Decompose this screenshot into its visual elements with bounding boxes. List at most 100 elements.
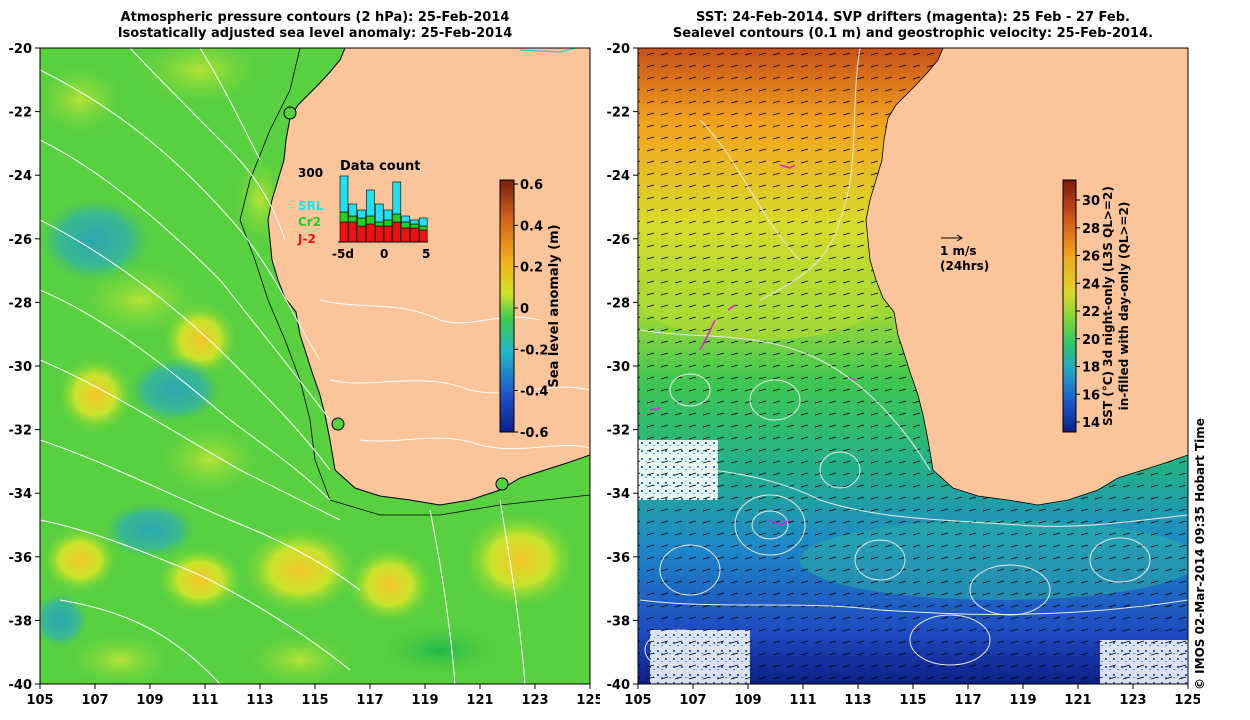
sla-colorbar-label: Sea level anomaly (m)	[547, 224, 562, 387]
scale-arrow-label: 1 m/s	[940, 244, 977, 258]
scale-arrow-sub: (24hrs)	[940, 259, 989, 273]
right-ytick-label: -32	[607, 424, 631, 439]
left-ytick-label: -20	[9, 42, 33, 57]
colorbar-tick-label: 28	[1082, 222, 1100, 237]
australia-land-right	[865, 48, 1188, 506]
left-xtick-label: 113	[246, 693, 273, 708]
scale-arrow-head-icon	[956, 234, 963, 242]
sla-colorbar: 0.6 0.4 0.2 0 -0.2 -0.4 -0.6 Sea level anomaly…	[499, 178, 562, 441]
left-panel-title: Atmospheric pressure contours (2 hPa): 2…	[40, 10, 590, 42]
right-title-line1: SST: 24-Feb-2014. SVP drifters (magenta)…	[696, 10, 1130, 25]
sla-colorbar-ramp	[499, 179, 515, 433]
right-xtick-label: 123	[1119, 693, 1146, 708]
left-xtick-label: 125	[576, 693, 600, 708]
inset-bar-segment	[383, 209, 393, 221]
left-xtick-label: 115	[301, 693, 328, 708]
left-ytick-label: -40	[9, 678, 33, 693]
inset-bar-segment	[410, 219, 419, 225]
right-ytick-label: -40	[607, 678, 631, 693]
inset-bar-segment	[366, 223, 375, 243]
right-xtick-label: 107	[679, 693, 706, 708]
right-xtick-label: 113	[844, 693, 871, 708]
inset-bar-segment	[357, 225, 366, 243]
inset-bar-segment	[374, 221, 384, 227]
right-ytick-label: -22	[607, 106, 631, 121]
inset-ymax-label: 300	[298, 166, 323, 180]
inset-title: Data count	[340, 159, 420, 174]
inset-bar-segment	[392, 213, 402, 223]
inset-xtick-5: 5	[422, 247, 430, 261]
inset-bar-segment	[366, 215, 375, 225]
sst-colorbar-label-line1: SST (°C) 3d night-only (L3S QL>=2)	[1101, 186, 1115, 426]
left-ytick-label: -26	[9, 233, 33, 248]
inset-bar-segment	[374, 225, 384, 243]
inset-xtick-neg5: -5d	[332, 247, 354, 261]
data-count-inset: Data count 300 SRL Cr2 J-2 -5d 0 5	[297, 159, 430, 261]
inset-bar-segment	[339, 175, 349, 213]
right-xtick-label: 121	[1064, 693, 1091, 708]
right-ytick-label: -24	[607, 169, 631, 184]
inset-bar-segment	[410, 223, 419, 229]
inset-bar-segment	[374, 203, 384, 223]
inset-bar-segment	[348, 215, 358, 223]
inset-bar-segment	[418, 229, 428, 243]
left-xtick-label: 121	[466, 693, 493, 708]
inset-bar-segment	[418, 217, 428, 227]
colorbar-tick-label: 20	[1082, 333, 1100, 348]
right-ytick-label: -38	[607, 614, 631, 629]
right-xtick-label: 115	[899, 693, 926, 708]
colorbar-tick-label: 24	[1082, 277, 1100, 292]
velocity-scale: 1 m/s (24hrs)	[940, 234, 989, 273]
left-ytick-label: -24	[9, 169, 33, 184]
colorbar-tick-label: 0.4	[520, 219, 543, 234]
left-ytick-label: -22	[9, 106, 33, 121]
inset-bars	[339, 175, 428, 243]
inset-bar-segment	[339, 221, 349, 243]
tide-gauge-marker	[283, 106, 297, 120]
inset-legend-srl: SRL	[298, 199, 324, 213]
land-cyan-edge	[519, 48, 576, 53]
left-title-line2: Isostatically adjusted sea level anomaly…	[117, 26, 513, 41]
right-ytick-label: -28	[607, 296, 631, 311]
colorbar-tick-label: 0	[520, 302, 529, 317]
colorbar-tick-label: -0.2	[520, 343, 548, 358]
colorbar-tick-label: 0.6	[520, 178, 543, 193]
sst-colorbar-ramp	[1062, 179, 1077, 433]
inset-bar-segment	[348, 221, 358, 243]
sst-colorbar-label-line2: in-filled with day-only (QL>=2)	[1117, 202, 1131, 411]
inset-bar-segment	[410, 227, 419, 243]
left-ytick-label: -30	[9, 360, 33, 375]
inset-bar-segment	[348, 203, 358, 217]
left-xtick-label: 105	[26, 693, 53, 708]
left-xtick-label: 123	[521, 693, 548, 708]
pressure-contours	[40, 48, 590, 684]
inset-bar-segment	[339, 211, 349, 223]
inset-bar-segment	[392, 181, 402, 215]
right-ytick-label: -34	[607, 487, 631, 502]
right-panel-title: SST: 24-Feb-2014. SVP drifters (magenta)…	[638, 10, 1188, 42]
sst-colorbar: 30 28 26 24 22 20 18 16 14 SST (°C) 3d night-onl…	[1062, 179, 1131, 433]
left-xtick-label: 107	[81, 693, 108, 708]
colorbar-tick-label: -0.4	[520, 385, 548, 400]
right-xtick-label: 105	[624, 693, 651, 708]
right-xtick-label: 125	[1174, 693, 1200, 708]
inset-bar-segment	[383, 225, 393, 243]
inset-legend-cr2: Cr2	[298, 215, 321, 229]
left-ytick-label: -34	[9, 487, 33, 502]
inset-bar-segment	[401, 227, 410, 243]
left-xtick-label: 111	[191, 693, 218, 708]
colorbar-tick-label: -0.6	[520, 426, 548, 441]
left-ytick-label: -28	[9, 296, 33, 311]
right-ytick-label: -20	[607, 42, 631, 57]
imos-credit: © IMOS 02-Mar-2014 09:35 Hobart Time	[1193, 418, 1207, 690]
inset-bar-segment	[392, 221, 402, 243]
tide-gauge-marker	[331, 417, 345, 431]
sst-colorbar-ticks: 30 28 26 24 22 20 18 16 14	[1076, 194, 1100, 431]
left-xtick-label: 117	[356, 693, 383, 708]
inset-bar-segment	[401, 221, 410, 229]
left-ytick-label: -38	[9, 614, 33, 629]
